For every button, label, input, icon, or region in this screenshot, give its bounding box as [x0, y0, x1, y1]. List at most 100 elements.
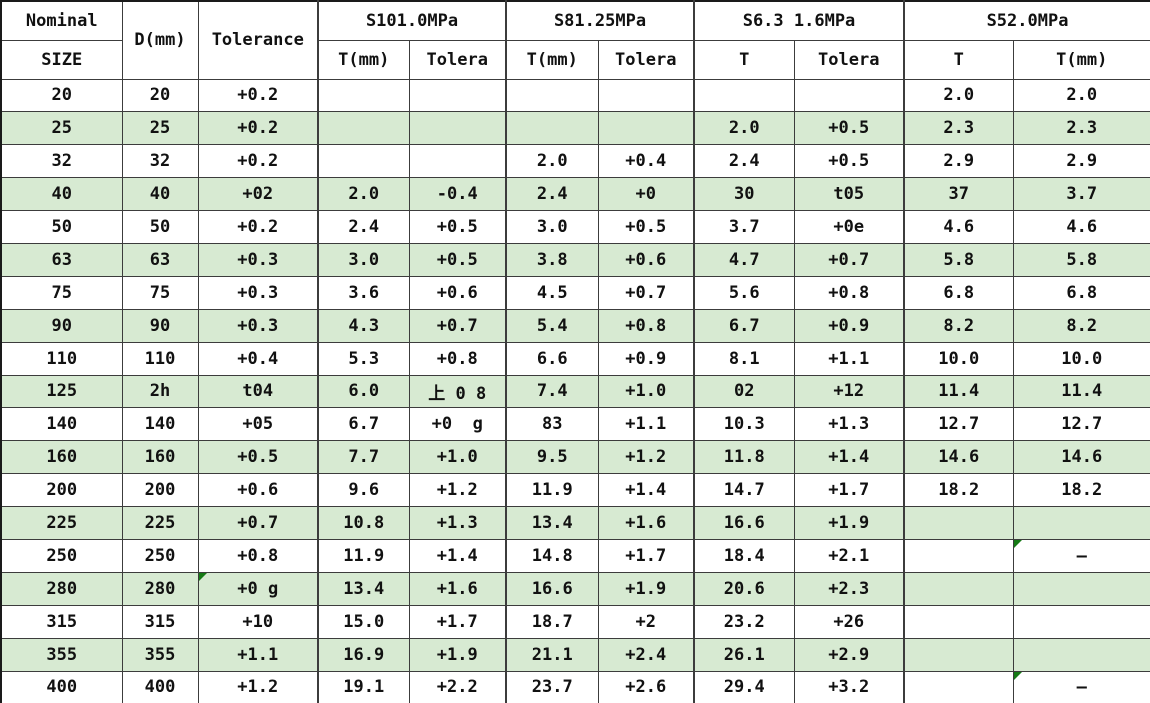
table-cell: 40 — [121, 177, 199, 212]
table-cell: +2.1 — [793, 538, 905, 573]
table-cell: 225 — [0, 506, 123, 540]
table-cell: 400 — [121, 670, 199, 703]
table-cell: +1.2 — [197, 670, 319, 703]
table-cell: +0.5 — [793, 111, 905, 146]
table-cell: t05 — [793, 177, 905, 212]
table-cell: +1.4 — [793, 440, 905, 475]
table-row: 315 315 +10 15.0 +1.7 18.7 +2 23.2 +26 — [0, 604, 1150, 639]
table-cell: 23.7 — [505, 670, 599, 703]
table-cell: 4.3 — [317, 308, 410, 343]
table-cell: +0.7 — [408, 308, 507, 343]
table-cell: — — [1012, 538, 1150, 573]
table-row: 40 40 +02 2.0 -0.4 2.4 +0 30 t05 37 3.7 — [0, 177, 1150, 212]
table-cell: 2.3 — [903, 111, 1014, 146]
table-cell: 2.4 — [317, 210, 410, 244]
table-cell: 200 — [0, 473, 123, 508]
table-cell: 02 — [693, 374, 795, 409]
table-cell: 5.4 — [505, 308, 599, 343]
table-cell: +0.7 — [793, 242, 905, 277]
table-cell: 110 — [0, 341, 123, 376]
table-cell: +0.7 — [197, 506, 319, 540]
table-row: 400 400 +1.2 19.1 +2.2 23.7 +2.6 29.4 +3.2— — [0, 670, 1150, 703]
table-cell: +1.2 — [408, 473, 507, 508]
header-tolerance: Tolerance — [197, 0, 319, 80]
table-cell: 5.8 — [903, 242, 1014, 277]
table-cell — [1012, 604, 1150, 639]
table-cell: 10.3 — [693, 407, 795, 442]
table-cell: +10 — [197, 604, 319, 639]
table-cell: +1.1 — [793, 341, 905, 376]
header-group-s63: S6.3 1.6MPa — [693, 0, 905, 41]
table-cell — [1012, 571, 1150, 606]
table-cell: +0.4 — [597, 144, 695, 179]
table-cell: +0.3 — [197, 242, 319, 277]
table-cell: 11.4 — [1012, 374, 1150, 409]
table-cell: 2h — [121, 374, 199, 409]
table-cell: 5.3 — [317, 341, 410, 376]
table-cell: +0.4 — [197, 341, 319, 376]
table-cell: 9.5 — [505, 440, 599, 475]
table-cell: 7.4 — [505, 374, 599, 409]
table-cell: 上 0 8 — [408, 374, 507, 409]
table-cell: 3.6 — [317, 275, 410, 310]
table-cell: 11.9 — [317, 538, 410, 573]
table-cell: 50 — [121, 210, 199, 244]
table-cell — [903, 637, 1014, 672]
table-cell: 5.8 — [1012, 242, 1150, 277]
table-cell: t04 — [197, 374, 319, 409]
table-cell: 40 — [0, 177, 123, 212]
table-cell: 6.7 — [693, 308, 795, 343]
table-cell: 4.5 — [505, 275, 599, 310]
table-cell: +0.5 — [197, 440, 319, 475]
header-group-s101: S101.0MPa — [317, 0, 507, 41]
table-cell: 20 — [0, 78, 123, 113]
table-cell: 90 — [0, 308, 123, 343]
table-cell: 12.7 — [1012, 407, 1150, 442]
table-cell: +2 — [597, 604, 695, 639]
table-cell: 4.6 — [1012, 210, 1150, 244]
table-cell: 8.2 — [903, 308, 1014, 343]
table-cell: 4.6 — [903, 210, 1014, 244]
table-cell: 3.8 — [505, 242, 599, 277]
table-cell: 225 — [121, 506, 199, 540]
table-cell: 4.7 — [693, 242, 795, 277]
table-cell: 25 — [0, 111, 123, 146]
table-row: 200 200 +0.6 9.6 +1.2 11.9 +1.4 14.7 +1.7 18.2 18.… — [0, 473, 1150, 508]
header-nominal: Nominal — [0, 0, 123, 41]
header-s63-tolera: Tolera — [793, 39, 905, 80]
table-cell: 20 — [121, 78, 199, 113]
table-cell: +05 — [197, 407, 319, 442]
table-cell: 18.2 — [903, 473, 1014, 508]
table-cell: 6.7 — [317, 407, 410, 442]
table-cell: 250 — [121, 538, 199, 573]
table-cell: 6.6 — [505, 341, 599, 376]
header-d-mm: D(mm) — [121, 0, 199, 80]
table-cell: +0.7 — [597, 275, 695, 310]
table-header: Nominal D(mm) Tolerance S101.0MPa S81.25… — [0, 0, 1150, 80]
table-cell: 160 — [121, 440, 199, 475]
table-cell: 20.6 — [693, 571, 795, 606]
table-cell: 14.6 — [903, 440, 1014, 475]
table-cell — [903, 506, 1014, 540]
table-cell: 11.8 — [693, 440, 795, 475]
table-cell — [903, 571, 1014, 606]
table-cell: 2.4 — [505, 177, 599, 212]
table-cell: 2.3 — [1012, 111, 1150, 146]
header-group-s52: S52.0MPa — [902, 0, 1150, 41]
table-cell: 3.0 — [505, 210, 599, 244]
table-cell: 15.0 — [317, 604, 410, 639]
header-s52-t-mm: T(mm) — [1012, 39, 1150, 80]
header-s52-t: T — [903, 39, 1014, 80]
table-cell: 12.7 — [903, 407, 1014, 442]
table-cell: +2.6 — [597, 670, 695, 703]
cell-comment-marker-icon — [1014, 540, 1022, 548]
table-row: 50 50 +0.2 2.4 +0.5 3.0 +0.5 3.7 +0e 4.6 4.6 — [0, 210, 1150, 244]
table-cell: 16.6 — [505, 571, 599, 606]
table-cell: 315 — [0, 604, 123, 639]
table-cell: +1.2 — [597, 440, 695, 475]
table-row: 20 20 +0.2 2.0 2.0 — [0, 78, 1150, 113]
table-row: 90 90 +0.3 4.3 +0.7 5.4 +0.8 6.7 +0.9 8.2 8.2 — [0, 308, 1150, 343]
table-cell: 14.6 — [1012, 440, 1150, 475]
table-cell: 10.0 — [1012, 341, 1150, 376]
table-cell: 10.8 — [317, 506, 410, 540]
